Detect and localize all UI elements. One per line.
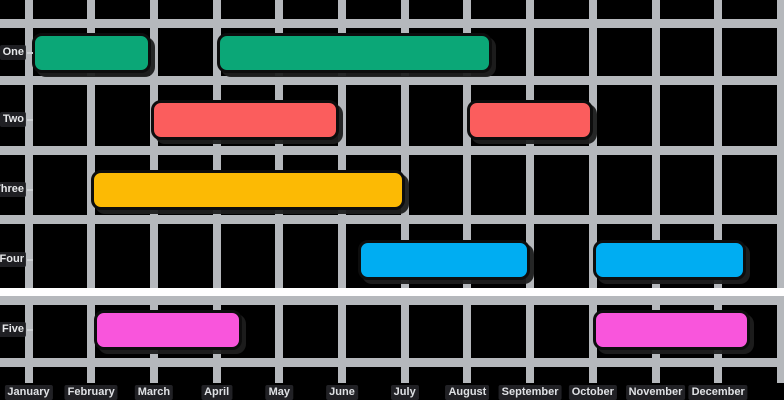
- vertical-gridline: [526, 0, 535, 383]
- y-axis-tick: [27, 118, 33, 121]
- gantt-bar-four-1[interactable]: [357, 240, 531, 280]
- x-axis-label-february: February: [64, 385, 118, 400]
- x-axis-label-september: September: [498, 385, 562, 400]
- y-axis-label-text: Four: [0, 252, 26, 267]
- y-axis-label-four: Four: [0, 252, 33, 267]
- horizontal-gridline: [0, 145, 784, 155]
- vertical-gridline: [400, 0, 409, 383]
- y-axis-label-text: Two: [0, 112, 26, 127]
- gantt-bar-one-1[interactable]: [31, 33, 151, 73]
- x-axis-label-november: November: [625, 385, 686, 400]
- gantt-bar-five-2[interactable]: [592, 310, 750, 350]
- x-axis-label-january: January: [4, 385, 53, 400]
- vertical-gridline: [776, 0, 784, 383]
- horizontal-gridline: [0, 214, 784, 224]
- x-axis-label-december: December: [688, 385, 748, 400]
- white-separator-line: [0, 288, 784, 296]
- y-axis-label-three: Three: [0, 182, 33, 197]
- y-axis-label-text: Three: [0, 182, 26, 197]
- y-axis-tick: [27, 188, 33, 191]
- vertical-gridline: [714, 0, 723, 383]
- gantt-bar-one-2[interactable]: [216, 33, 493, 73]
- x-axis-label-july: July: [390, 385, 419, 400]
- x-axis-label-october: October: [568, 385, 617, 400]
- vertical-gridline: [24, 0, 33, 383]
- horizontal-gridline: [0, 19, 784, 28]
- vertical-gridline: [588, 0, 597, 383]
- y-axis-label-text: One: [0, 45, 26, 60]
- y-axis-label-text: Five: [0, 322, 26, 337]
- x-axis-label-august: August: [445, 385, 490, 400]
- x-axis-label-april: April: [201, 385, 233, 400]
- x-axis-label-may: May: [265, 385, 293, 400]
- y-axis-label-five: Five: [0, 322, 33, 337]
- gantt-bar-two-1[interactable]: [150, 100, 339, 140]
- horizontal-gridline: [0, 358, 784, 367]
- y-axis-label-one: One: [0, 45, 33, 60]
- y-axis-tick: [27, 258, 33, 261]
- y-axis-tick: [27, 51, 33, 54]
- gantt-bar-five-1[interactable]: [94, 310, 242, 350]
- gantt-bar-three-1[interactable]: [91, 170, 405, 210]
- gantt-bar-four-2[interactable]: [592, 240, 747, 280]
- x-axis-label-march: March: [134, 385, 174, 400]
- y-axis-label-two: Two: [0, 112, 33, 127]
- vertical-gridline: [651, 0, 660, 383]
- y-axis-tick: [27, 328, 33, 331]
- gantt-bar-two-2[interactable]: [467, 100, 593, 140]
- horizontal-gridline: [0, 76, 784, 85]
- x-axis-label-june: June: [326, 385, 358, 400]
- vertical-gridline: [463, 0, 472, 383]
- horizontal-gridline: [0, 295, 784, 305]
